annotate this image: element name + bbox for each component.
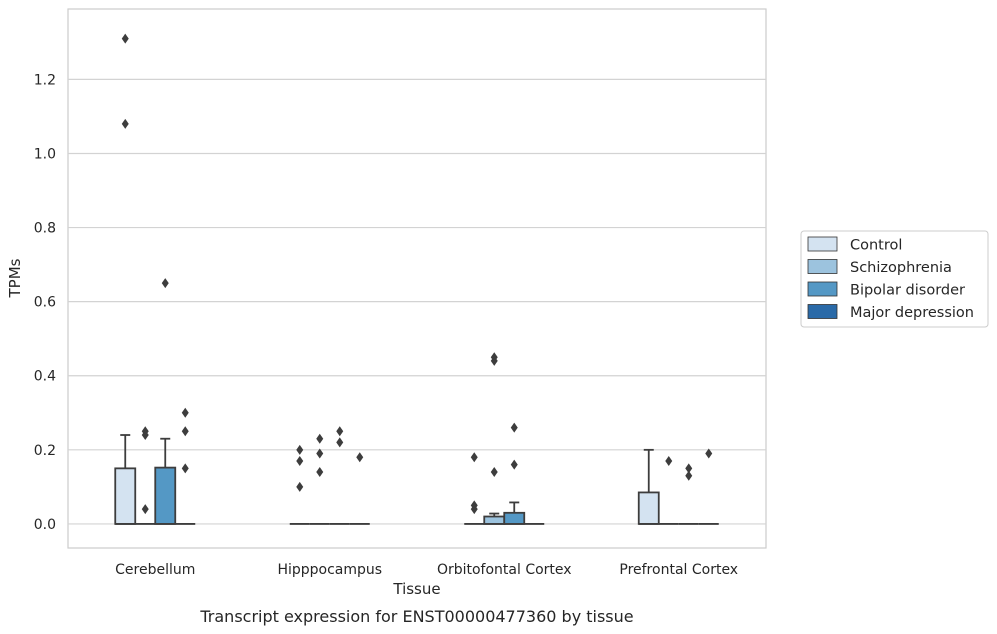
- legend-label: Control: [850, 238, 902, 254]
- outlier-point: [181, 407, 189, 418]
- box: [114, 467, 137, 525]
- legend-swatch: [807, 281, 838, 297]
- outlier-point: [356, 452, 364, 463]
- outlier-point: [490, 355, 498, 366]
- outlier-point: [181, 463, 189, 474]
- outlier-point: [121, 118, 129, 129]
- outlier-point: [141, 430, 149, 441]
- outlier-point: [490, 467, 498, 478]
- outlier-point: [470, 452, 478, 463]
- legend-swatch: [807, 236, 838, 252]
- legend: Control Schizophrenia Bipolar disorder Majo…: [800, 230, 989, 328]
- x-tick-label: Orbitofontal Cortex: [437, 562, 572, 578]
- x-tick-label: Prefrontal Cortex: [619, 562, 738, 578]
- x-tick-label: Cerebellum: [115, 562, 195, 578]
- outlier-point: [705, 448, 713, 459]
- box-marks: [114, 33, 719, 525]
- y-axis-label: TPMs: [6, 258, 24, 298]
- outlier-point: [470, 504, 478, 515]
- outlier-point: [510, 422, 518, 433]
- outlier-point: [121, 33, 129, 44]
- plot-area: [67, 8, 767, 549]
- box: [637, 491, 660, 525]
- outlier-point: [336, 426, 344, 437]
- outlier-point: [665, 455, 673, 466]
- y-tick-label: 1.0: [34, 146, 56, 162]
- legend-label: Schizophrenia: [850, 260, 952, 276]
- outlier-point: [181, 426, 189, 437]
- outlier-point: [685, 470, 693, 481]
- outlier-point: [510, 459, 518, 470]
- y-tick-label: 0.6: [34, 295, 56, 311]
- legend-swatch: [807, 259, 838, 274]
- y-tick-label: 0.2: [34, 443, 56, 459]
- y-tick-label: 1.2: [34, 72, 56, 88]
- outlier-point: [685, 463, 693, 474]
- outlier-point: [161, 278, 169, 289]
- box: [154, 466, 177, 525]
- box: [483, 515, 506, 525]
- box: [503, 511, 526, 525]
- legend-label: Bipolar disorder: [850, 283, 965, 299]
- outlier-point: [296, 455, 304, 466]
- outlier-point: [296, 444, 304, 455]
- x-tick-label: Hipppocampus: [277, 562, 382, 578]
- outlier-point: [316, 448, 324, 459]
- legend-label: Major depression: [850, 305, 974, 321]
- legend-frame: [800, 230, 989, 328]
- legend-swatch: [807, 304, 838, 319]
- y-tick-label: 0.4: [34, 369, 56, 385]
- outlier-point: [141, 504, 149, 515]
- x-axis-label: Tissue: [392, 580, 440, 598]
- outlier-point: [316, 433, 324, 444]
- y-tick-label: 0.0: [34, 517, 56, 533]
- outlier-point: [336, 437, 344, 448]
- outlier-point: [296, 481, 304, 492]
- outlier-point: [316, 467, 324, 478]
- chart-caption: Transcript expression for ENST0000047736…: [199, 607, 633, 626]
- y-tick-label: 0.8: [34, 221, 56, 237]
- y-tick-labels: 0.0 0.2 0.4 0.6 0.8 1.0 1.2: [34, 72, 56, 533]
- x-tick-labels: Cerebellum Hipppocampus Orbitofontal Corte…: [115, 562, 738, 578]
